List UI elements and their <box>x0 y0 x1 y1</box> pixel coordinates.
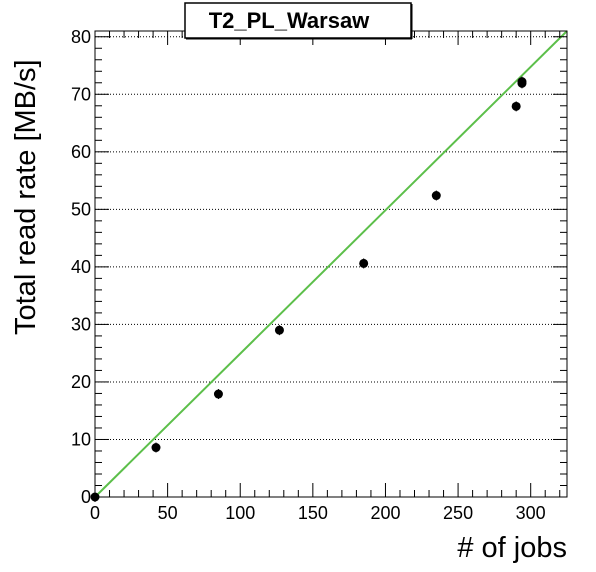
y-tick-label: 20 <box>71 372 91 392</box>
fit-line-group <box>94 30 568 498</box>
fit-line <box>94 30 568 498</box>
y-tick-label: 70 <box>71 84 91 104</box>
y-tick-labels: 0 10 20 30 40 50 60 70 80 <box>71 27 91 507</box>
data-point <box>213 389 223 399</box>
y-axis-title: Total read rate [MB/s] <box>10 59 42 335</box>
y-tick-label: 0 <box>81 487 91 507</box>
x-tick-label: 150 <box>298 503 328 523</box>
y-tick-label: 50 <box>71 199 91 219</box>
data-point <box>151 443 161 453</box>
y-tick-label: 40 <box>71 257 91 277</box>
data-point <box>511 101 521 111</box>
y-tick-label: 60 <box>71 142 91 162</box>
x-tick-label: 200 <box>370 503 400 523</box>
x-tick-labels: 0 50 100 150 200 250 300 <box>90 503 546 523</box>
data-point <box>517 77 527 87</box>
y-axis-ticks <box>95 36 567 498</box>
data-point <box>274 325 284 335</box>
y-tick-label: 80 <box>71 27 91 47</box>
y-tick-label: 10 <box>71 429 91 449</box>
x-tick-label: 100 <box>225 503 255 523</box>
x-axis-title: # of jobs <box>457 532 567 564</box>
data-point <box>431 191 441 201</box>
data-points <box>90 76 527 502</box>
y-tick-label: 30 <box>71 314 91 334</box>
x-tick-label: 250 <box>443 503 473 523</box>
x-tick-label: 300 <box>516 503 546 523</box>
x-tick-label: 0 <box>90 503 100 523</box>
chart-title: T2_PL_Warsaw <box>209 8 370 33</box>
data-point <box>359 258 369 268</box>
grid-lines <box>95 36 567 440</box>
x-tick-label: 50 <box>158 503 178 523</box>
